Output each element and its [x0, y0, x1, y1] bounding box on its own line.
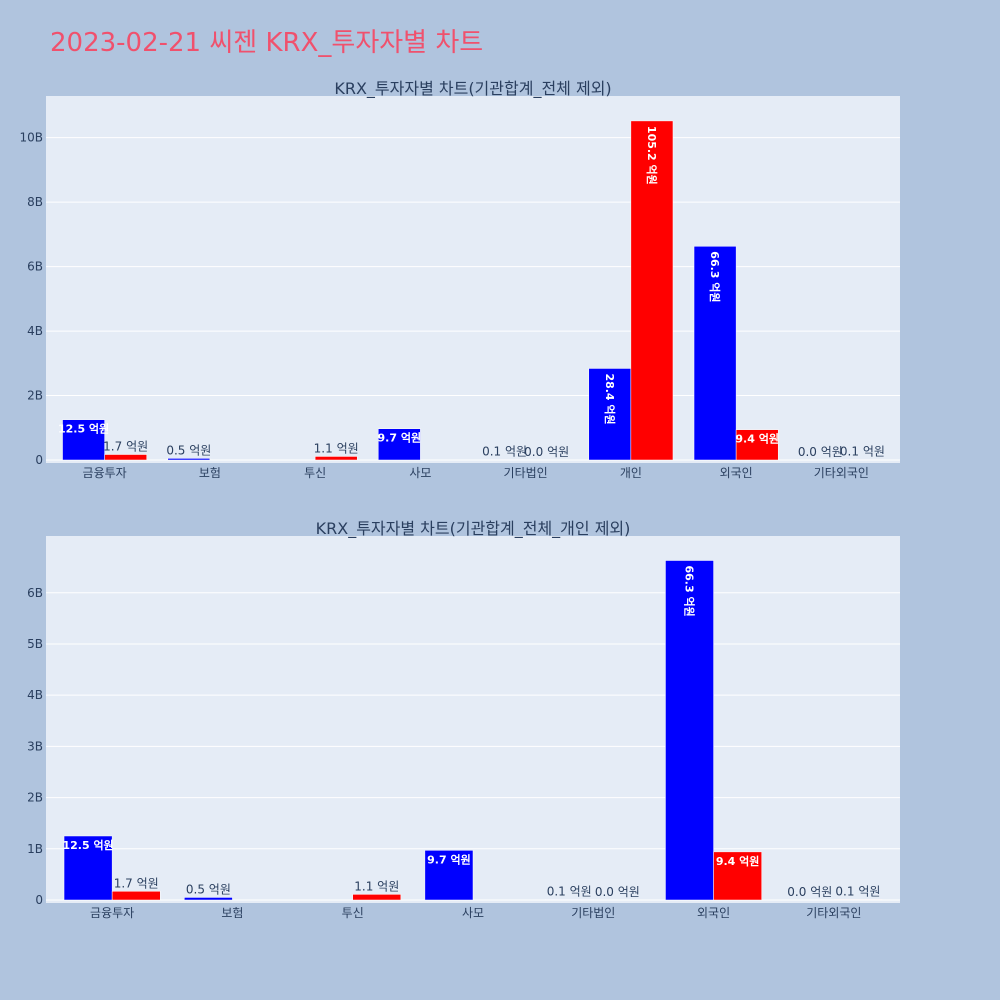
- data-label: 0.1 억원: [547, 884, 592, 898]
- bar: [104, 454, 147, 461]
- x-tick-label: 기타법인: [571, 906, 615, 920]
- data-label: 9.4 억원: [735, 432, 779, 446]
- y-tick-label: 6B: [27, 586, 43, 600]
- y-tick-label: 3B: [27, 739, 43, 753]
- data-label: 1.1 억원: [314, 441, 359, 455]
- x-tick-label: 외국인: [697, 906, 730, 920]
- x-tick-label: 기타법인: [504, 466, 548, 480]
- x-tick-label: 기타외국인: [814, 466, 869, 480]
- bar: [833, 899, 883, 901]
- x-tick-label: 보험: [221, 906, 243, 920]
- bar: [352, 894, 402, 901]
- data-label: 66.3 억원: [708, 251, 722, 302]
- data-label: 9.7 억원: [378, 431, 422, 445]
- data-label: 66.3 억원: [683, 566, 697, 617]
- y-tick-label: 4B: [27, 688, 43, 702]
- x-tick-label: 투신: [304, 466, 326, 480]
- bar: [544, 899, 594, 901]
- x-tick-label: 금융투자: [90, 906, 134, 920]
- x-tick-label: 기타외국인: [806, 906, 861, 920]
- data-label: 1.1 억원: [354, 879, 399, 893]
- bar: [735, 429, 779, 461]
- y-tick-label: 4B: [27, 324, 43, 338]
- bar: [63, 835, 113, 901]
- bar: [62, 419, 105, 461]
- x-tick-label: 외국인: [720, 466, 753, 480]
- data-label: 9.4 억원: [716, 854, 760, 868]
- data-label: 0.0 억원: [595, 885, 640, 899]
- x-tick-label: 보험: [199, 466, 221, 480]
- bar: [314, 456, 358, 461]
- bar: [184, 897, 233, 901]
- chart-title: KRX_투자자별 차트(기관합계_전체_개인 제외): [316, 519, 631, 539]
- y-tick-label: 2B: [27, 791, 43, 805]
- bar: [693, 246, 737, 461]
- plot-area: [46, 96, 900, 463]
- data-label: 0.0 억원: [798, 445, 843, 459]
- page-title: 2023-02-21 씨젠 KRX_투자자별 차트: [50, 28, 484, 58]
- data-label: 1.7 억원: [103, 440, 148, 454]
- bar: [665, 560, 714, 901]
- bar: [713, 851, 762, 901]
- y-tick-label: 2B: [27, 389, 43, 403]
- chart-title: KRX_투자자별 차트(기관합계_전체 제외): [334, 79, 611, 99]
- data-label: 12.5 억원: [62, 838, 113, 852]
- y-tick-label: 8B: [27, 195, 43, 209]
- y-tick-label: 0: [35, 453, 43, 467]
- bar: [630, 120, 674, 461]
- bar: [378, 428, 421, 461]
- bar: [588, 368, 632, 461]
- data-label: 0.1 억원: [835, 884, 880, 898]
- data-label: 0.1 억원: [482, 445, 527, 459]
- y-tick-label: 0: [35, 893, 43, 907]
- data-label: 105.2 억원: [645, 126, 659, 185]
- bar: [424, 850, 474, 901]
- x-tick-label: 사모: [409, 466, 431, 480]
- x-tick-label: 금융투자: [83, 466, 127, 480]
- bar: [111, 891, 161, 901]
- y-tick-label: 6B: [27, 260, 43, 274]
- y-tick-label: 5B: [27, 637, 43, 651]
- plot-area: [46, 536, 900, 903]
- data-label: 9.7 억원: [427, 852, 471, 866]
- x-tick-label: 사모: [462, 906, 484, 920]
- y-tick-label: 1B: [27, 842, 43, 856]
- data-label: 28.4 억원: [603, 373, 617, 424]
- data-label: 0.0 억원: [524, 445, 569, 459]
- data-label: 0.1 억원: [840, 445, 885, 459]
- data-label: 0.5 억원: [186, 882, 231, 896]
- data-label: 0.5 억원: [166, 443, 211, 457]
- data-label: 0.0 억원: [787, 885, 832, 899]
- data-label: 1.7 억원: [114, 876, 159, 890]
- chart-2: KRX_투자자별 차트(기관합계_전체_개인 제외) 0 1B 2B 3B 4B 5B 6B 금…: [27, 519, 900, 920]
- x-tick-label: 투신: [342, 906, 364, 920]
- data-label: 12.5 억원: [58, 422, 109, 436]
- x-tick-label: 개인: [620, 466, 642, 480]
- bar: [167, 458, 211, 461]
- chart-1: KRX_투자자별 차트(기관합계_전체 제외) 0 2B 4B 6B 8B 10B 금융투자 1…: [19, 79, 900, 480]
- y-tick-label: 10B: [19, 131, 43, 145]
